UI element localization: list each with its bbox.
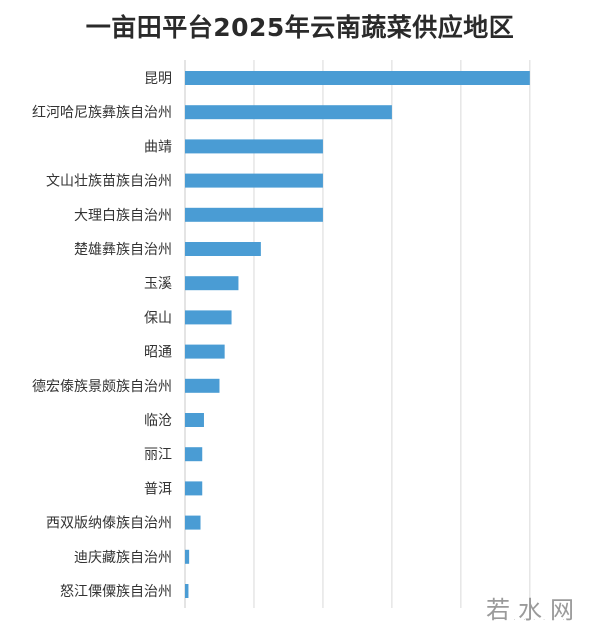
bar <box>185 413 204 427</box>
bar <box>185 139 323 154</box>
category-label: 楚雄彝族自治州 <box>74 242 172 258</box>
category-label: 怒江傈僳族自治州 <box>60 584 172 600</box>
bar <box>185 71 530 85</box>
chart-title: 一亩田平台2025年云南蔬菜供应地区 <box>85 13 515 42</box>
bar <box>185 515 201 530</box>
bar <box>185 207 323 222</box>
category-label: 临沧 <box>144 412 172 429</box>
bar <box>185 481 203 496</box>
category-label: 西双版纳傣族自治州 <box>46 516 172 532</box>
category-label: 昭通 <box>144 345 172 361</box>
category-label: 德宏傣族景颇族自治州 <box>32 378 172 395</box>
bar <box>185 549 190 564</box>
bar <box>185 310 232 325</box>
bar <box>185 242 261 256</box>
bar <box>185 378 220 393</box>
category-label: 文山壮族苗族自治州 <box>46 174 172 190</box>
bar <box>185 447 203 462</box>
category-label: 曲靖 <box>144 139 172 155</box>
category-label: 玉溪 <box>144 276 172 292</box>
category-labels: 昆明红河哈尼族彝族自治州曲靖文山壮族苗族自治州大理白族自治州楚雄彝族自治州玉溪保… <box>32 71 172 600</box>
bar <box>185 344 225 359</box>
watermark-text: 若水网 <box>486 596 582 624</box>
bar <box>185 105 392 120</box>
category-label: 丽江 <box>144 447 172 463</box>
bar <box>185 584 189 598</box>
bars <box>185 71 530 598</box>
category-label: 普洱 <box>144 481 172 497</box>
bar <box>185 173 323 188</box>
category-label: 大理白族自治州 <box>74 208 172 224</box>
category-label: 迪庆藏族自治州 <box>74 550 172 566</box>
bar <box>185 276 239 291</box>
category-label: 保山 <box>144 310 172 326</box>
category-label: 红河哈尼族彝族自治州 <box>32 105 172 121</box>
watermark-dots: · · · · · · · · <box>494 617 568 624</box>
category-label: 昆明 <box>144 71 172 87</box>
